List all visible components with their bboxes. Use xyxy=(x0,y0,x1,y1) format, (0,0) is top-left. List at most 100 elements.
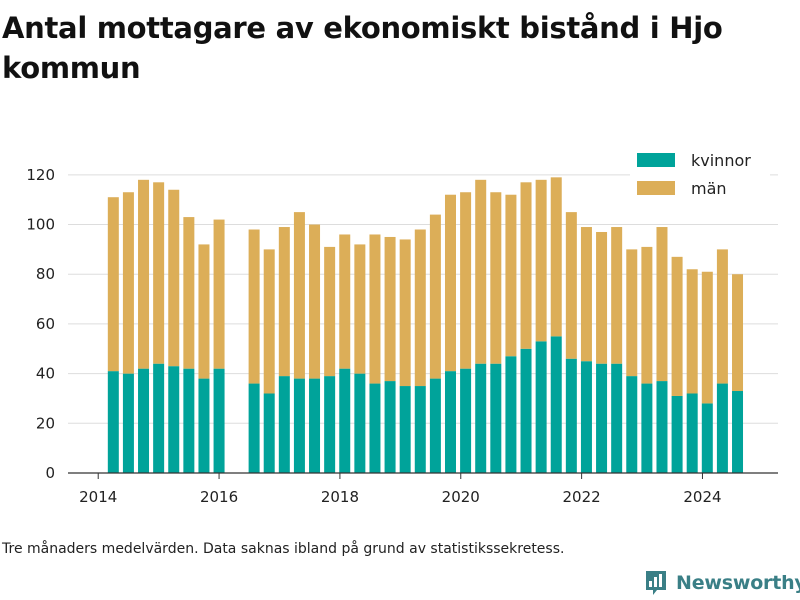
bar-kvinnor xyxy=(505,356,517,473)
bar-kvinnor xyxy=(339,368,351,473)
legend-swatch xyxy=(637,153,675,167)
bar-kvinnor xyxy=(153,363,165,473)
bar-kvinnor xyxy=(122,373,134,473)
bar-man xyxy=(399,239,411,387)
bar-kvinnor xyxy=(641,383,653,473)
footnote: Tre månaders medelvärden. Data saknas ib… xyxy=(2,541,565,557)
y-tick-label: 80 xyxy=(36,265,55,283)
x-tick-label: 2020 xyxy=(442,488,480,506)
bar-man xyxy=(596,231,608,364)
bar-man xyxy=(686,269,698,394)
bar-man xyxy=(565,212,577,359)
bar-man xyxy=(701,271,713,404)
bar-man xyxy=(460,192,472,369)
bar-kvinnor xyxy=(475,363,487,473)
bar-kvinnor xyxy=(580,361,592,473)
legend-swatch xyxy=(637,181,675,195)
bar-man xyxy=(414,229,426,387)
bar-man xyxy=(263,249,275,394)
bar-kvinnor xyxy=(460,368,472,473)
bar-kvinnor xyxy=(414,386,426,473)
x-tick-label: 2022 xyxy=(563,488,601,506)
bar-kvinnor xyxy=(183,368,195,473)
bar-man xyxy=(369,234,381,384)
bar-kvinnor xyxy=(611,363,623,473)
bar-man xyxy=(198,244,210,379)
bar-man xyxy=(641,246,653,384)
bar-kvinnor xyxy=(429,378,441,473)
bar-man xyxy=(107,197,119,372)
bar-man xyxy=(183,217,195,369)
bar-man xyxy=(656,227,668,382)
bar-kvinnor xyxy=(309,378,321,473)
bar-man xyxy=(168,189,180,367)
bar-man xyxy=(429,214,441,379)
bar-kvinnor xyxy=(248,383,260,473)
bar-man xyxy=(354,244,366,374)
bar-kvinnor xyxy=(384,381,396,473)
bar-kvinnor xyxy=(213,368,225,473)
bar-kvinnor xyxy=(107,371,119,473)
bar-kvinnor xyxy=(490,363,502,473)
y-tick-label: 40 xyxy=(36,365,55,383)
bar-kvinnor xyxy=(324,376,336,473)
bar-kvinnor xyxy=(138,368,150,473)
bar-man xyxy=(611,227,623,364)
bar-kvinnor xyxy=(535,341,547,473)
bar-kvinnor xyxy=(354,373,366,473)
bar-kvinnor xyxy=(168,366,180,473)
bar-layer xyxy=(107,177,744,473)
bar-man xyxy=(626,249,638,377)
bar-kvinnor xyxy=(596,363,608,473)
y-tick-label: 100 xyxy=(26,216,55,234)
bar-man xyxy=(153,182,165,364)
bar-kvinnor xyxy=(399,386,411,473)
bar-man xyxy=(384,236,396,382)
bar-man xyxy=(535,179,547,342)
bar-kvinnor xyxy=(263,393,275,473)
bar-kvinnor xyxy=(716,383,728,473)
bar-kvinnor xyxy=(550,336,562,473)
axis-layer: 0 20 40 60 80 100 120 2014 2016 2018 2020 2022 2024 xyxy=(26,166,778,506)
bar-man xyxy=(580,227,592,362)
bar-man xyxy=(490,192,502,364)
bar-kvinnor xyxy=(565,358,577,473)
bar-man xyxy=(138,179,150,369)
bar-man xyxy=(475,179,487,364)
bar-man xyxy=(671,256,683,396)
bar-man xyxy=(213,219,225,369)
bar-kvinnor xyxy=(686,393,698,473)
bar-kvinnor xyxy=(626,376,638,473)
chart-title: Antal mottagare av ekonomiskt bistånd i … xyxy=(2,11,723,85)
bar-man xyxy=(520,182,532,349)
bar-man xyxy=(248,229,260,384)
bar-man xyxy=(550,177,562,337)
bar-man xyxy=(505,194,517,357)
bar-man xyxy=(339,234,351,369)
bar-kvinnor xyxy=(293,378,305,473)
brand-logo[interactable]: Newsworthy xyxy=(644,567,800,599)
x-tick-label: 2014 xyxy=(79,488,117,506)
legend-label: män xyxy=(691,179,727,198)
bar-man xyxy=(716,249,728,384)
bar-kvinnor xyxy=(671,395,683,473)
bar-man xyxy=(444,194,456,372)
x-tick-label: 2016 xyxy=(200,488,238,506)
bar-kvinnor xyxy=(278,376,290,473)
x-tick-label: 2024 xyxy=(683,488,721,506)
bar-man xyxy=(732,274,744,392)
y-tick-label: 120 xyxy=(26,166,55,184)
bar-kvinnor xyxy=(701,403,713,473)
bar-man xyxy=(324,246,336,377)
x-tick-label: 2018 xyxy=(321,488,359,506)
brand-name: Newsworthy xyxy=(676,572,800,594)
newsworthy-logo-icon xyxy=(646,571,666,595)
bar-kvinnor xyxy=(444,371,456,473)
legend: kvinnor män xyxy=(630,146,770,204)
y-tick-label: 60 xyxy=(36,315,55,333)
bar-kvinnor xyxy=(369,383,381,473)
bar-kvinnor xyxy=(732,391,744,473)
bar-kvinnor xyxy=(520,348,532,473)
bar-man xyxy=(122,192,134,374)
